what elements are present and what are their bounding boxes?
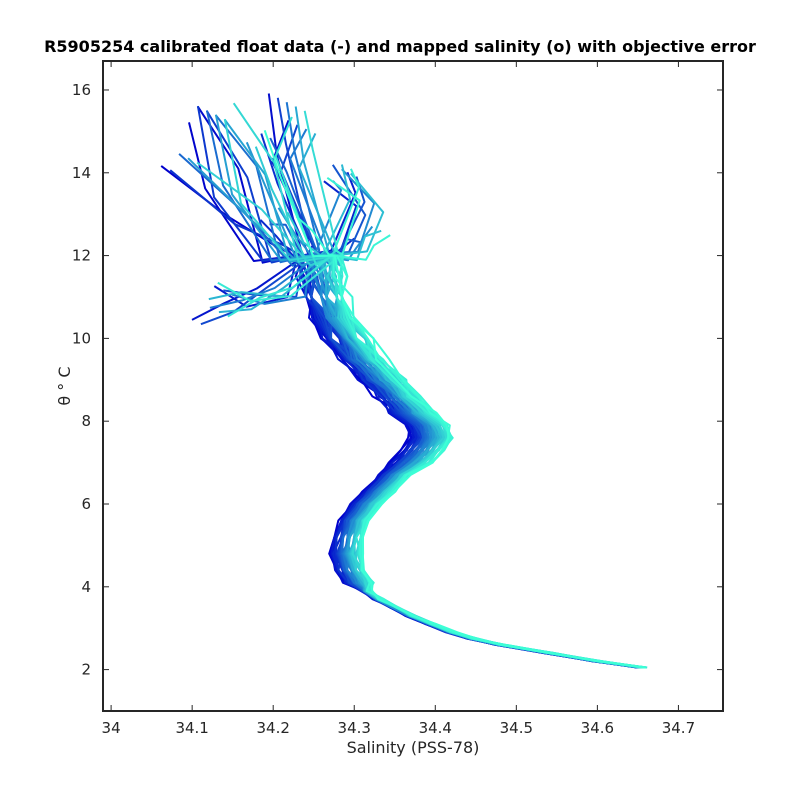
y-tick-label: 12 <box>72 247 91 265</box>
y-axis-label: θ ° C <box>55 366 74 405</box>
profile-series-line <box>332 172 645 669</box>
y-tick-label: 4 <box>81 578 91 596</box>
profile-series-line <box>223 119 642 669</box>
profile-series-line <box>205 110 645 669</box>
y-tick-label: 6 <box>81 495 91 513</box>
y-tick-label: 16 <box>72 81 91 99</box>
profile-series-line <box>214 114 644 669</box>
x-tick-label: 34.7 <box>662 719 695 737</box>
x-tick-label: 34 <box>102 719 121 737</box>
profile-series-line <box>269 137 642 669</box>
profile-series-line <box>276 97 640 669</box>
profile-series-line <box>205 110 644 669</box>
profile-series-line <box>312 180 641 669</box>
x-tick-label: 34.2 <box>256 719 289 737</box>
profile-series-line <box>271 120 641 669</box>
profile-series-line <box>231 254 641 669</box>
profile-series-line <box>196 105 639 669</box>
profile-series-line <box>306 176 642 669</box>
profile-series-line <box>298 132 645 669</box>
profile-series-line <box>295 215 647 669</box>
profile-series-line <box>263 129 646 669</box>
y-tick-label: 2 <box>81 661 91 679</box>
y-tick-label: 14 <box>72 164 91 182</box>
profile-series-line <box>289 128 640 669</box>
plot-series-group <box>160 93 648 669</box>
plot-frame <box>102 60 724 712</box>
profile-series-line <box>215 114 643 669</box>
x-tick-label: 34.4 <box>419 719 452 737</box>
profile-series-line <box>213 254 642 669</box>
x-tick-label: 34.5 <box>500 719 533 737</box>
profile-series-line <box>196 106 638 669</box>
profile-series-line <box>305 237 637 669</box>
profile-series-line <box>223 118 643 669</box>
y-tick-label: 10 <box>72 329 91 347</box>
profile-series-line <box>307 238 643 669</box>
y-axis: 2 4 6 8 10 12 14 16 <box>72 81 723 679</box>
profile-series-line <box>227 254 643 669</box>
profile-series-line <box>333 168 646 669</box>
x-tick-label: 34.1 <box>175 719 208 737</box>
profile-series-line <box>274 116 645 669</box>
profile-series-line <box>267 93 641 669</box>
profile-series-line <box>319 225 642 669</box>
x-axis-label: Salinity (PSS-78) <box>347 738 480 757</box>
chart-title: R5905254 calibrated float data (-) and m… <box>44 37 756 56</box>
y-tick-label: 8 <box>81 412 91 430</box>
x-axis: 34 34.1 34.2 34.3 34.4 34.5 34.6 34.7 <box>102 61 695 737</box>
x-tick-label: 34.6 <box>581 719 614 737</box>
x-tick-label: 34.3 <box>338 719 371 737</box>
profile-series-line <box>326 229 641 669</box>
